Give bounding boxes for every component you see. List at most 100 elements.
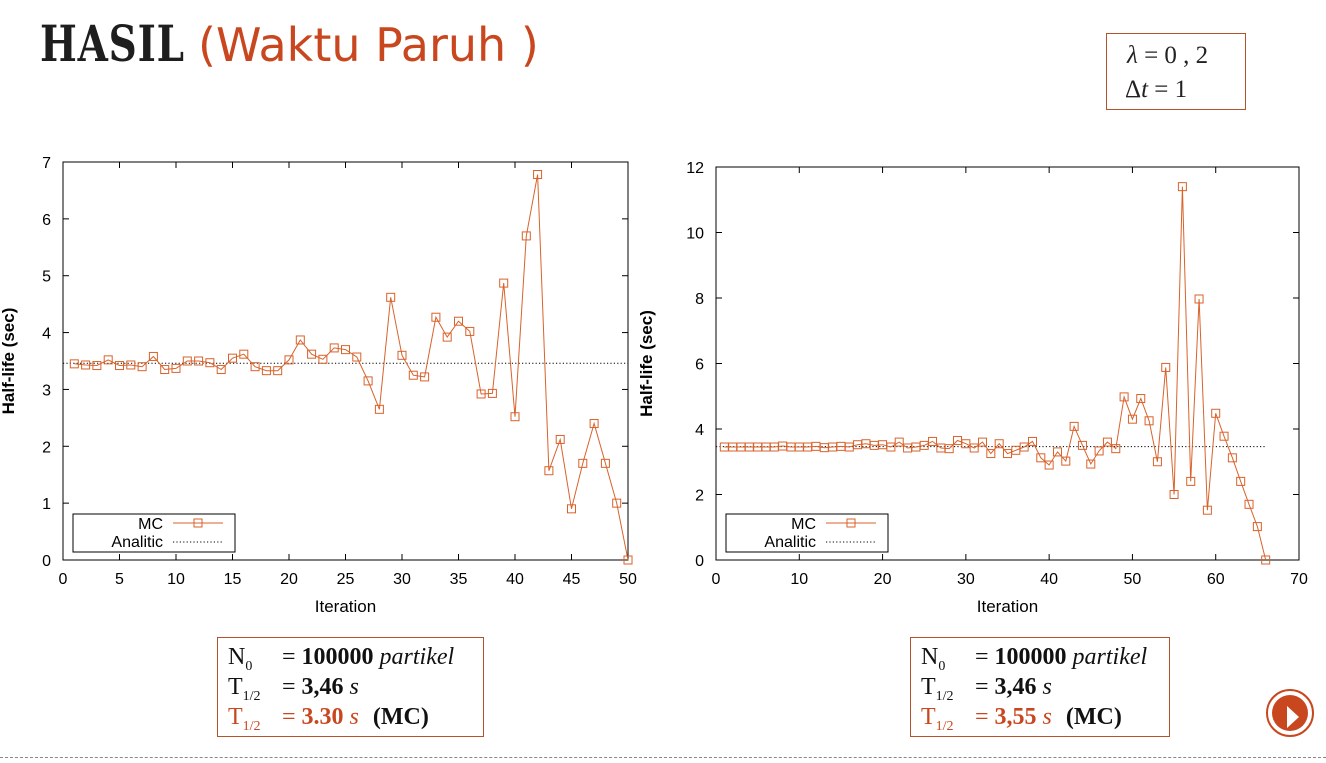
y-tick-label: 8: [695, 291, 704, 308]
mc-data-point: [994, 439, 1004, 449]
mc-data-point: [103, 355, 113, 365]
mc-data-point: [115, 361, 124, 371]
mc-data-point: [1152, 457, 1162, 467]
footer-divider: [0, 757, 1326, 758]
dt-variable: t: [1141, 76, 1149, 103]
mc-data-point: [578, 458, 588, 468]
y-tick-label: 2: [695, 488, 704, 505]
slide-title: HASIL: [40, 14, 185, 73]
mc-data-point: [928, 436, 938, 446]
x-tick-label: 50: [1124, 571, 1142, 588]
mc-data-point: [182, 356, 192, 366]
mc-data-point: [442, 332, 452, 342]
mc-data-point: [1194, 294, 1204, 304]
n0-value: 100000: [301, 644, 374, 670]
mc-data-point: [431, 312, 441, 322]
slide-subtitle: (Waktu Paruh ): [198, 18, 539, 72]
result-box-left: N0 = 100000 partikel T1/2 = 3,46 s T1/2 …: [217, 637, 484, 737]
mc-data-point: [408, 370, 418, 380]
mc-equals: =: [282, 704, 296, 730]
lambda-line: λ = 0 , 2: [1127, 42, 1208, 70]
n0-equals: =: [282, 644, 296, 670]
parameter-box: λ = 0 , 2 Δt = 1: [1106, 33, 1246, 110]
mc-unit: s: [1042, 704, 1052, 730]
y-tick-label: 5: [42, 269, 51, 286]
x-tick-label: 0: [59, 571, 68, 588]
mc-data-point: [216, 365, 226, 375]
mc-data-point: [363, 376, 373, 386]
mc-data-point: [623, 555, 633, 565]
mc-label: T: [921, 704, 936, 730]
half-life-chart-right: 0 10 20 30 40 50 60 70 0 2 4 6 8 10 12 Iteration Half-li…: [637, 160, 1308, 616]
mc-data-point: [978, 437, 988, 447]
n0-row: N0 = 100000 partikel: [921, 644, 1147, 675]
mc-data-point: [295, 335, 305, 345]
t-equals: =: [975, 674, 989, 700]
mc-data-point: [1236, 476, 1246, 486]
mc-subscript: 1/2: [935, 718, 954, 734]
n0-equals: =: [975, 644, 989, 670]
legend-label-analitic: Analitic: [764, 534, 816, 551]
x-tick-label: 35: [450, 571, 468, 588]
mc-unit: s: [349, 704, 359, 730]
mc-data-point: [1144, 416, 1154, 426]
mc-data-point: [307, 349, 317, 359]
mc-data-point: [228, 353, 237, 363]
mc-data-point: [567, 504, 576, 514]
mc-data-point: [352, 352, 362, 362]
delta-symbol: Δ: [1125, 76, 1142, 103]
mc-equals: =: [975, 704, 989, 730]
mc-data-point: [1069, 421, 1079, 431]
x-tick-label: 45: [563, 571, 581, 588]
half-life-analytic-row: T1/2 = 3,46 s: [228, 674, 359, 705]
y-tick-label: 3: [42, 382, 51, 399]
mc-data-point: [171, 363, 181, 373]
y-tick-label: 0: [42, 553, 51, 570]
dt-value: = 1: [1154, 76, 1188, 103]
y-axis-label: Half-life (sec): [637, 310, 656, 417]
mc-data-point: [386, 292, 396, 302]
mc-data-point: [205, 358, 215, 368]
mc-data-point: [1161, 362, 1171, 372]
next-slide-button[interactable]: [1266, 689, 1314, 737]
x-tick-label: 40: [506, 571, 524, 588]
x-tick-label: 30: [393, 571, 411, 588]
mc-data-point: [137, 362, 147, 372]
mc-data-point: [1186, 476, 1196, 486]
mc-series-line: [74, 174, 629, 561]
x-axis-label: Iteration: [977, 597, 1038, 616]
mc-data-point: [1111, 444, 1121, 454]
mc-data-point: [1044, 460, 1054, 470]
mc-data-point: [1211, 408, 1221, 418]
x-tick-label: 25: [337, 571, 355, 588]
mc-value: 3,55: [994, 704, 1037, 730]
mc-label: T: [228, 704, 243, 730]
mc-data-point: [886, 442, 896, 452]
mc-data-point: [487, 388, 497, 398]
mc-subscript: 1/2: [242, 718, 261, 734]
lambda-value: = 0 , 2: [1144, 42, 1209, 69]
mc-tag: (MC): [372, 704, 429, 730]
x-tick-label: 5: [115, 571, 124, 588]
mc-data-point: [1177, 182, 1187, 192]
t-label: T: [921, 674, 936, 700]
x-tick-label: 30: [957, 571, 975, 588]
mc-data-point: [1077, 440, 1087, 450]
mc-data-point: [454, 316, 463, 326]
mc-data-point: [1019, 442, 1029, 452]
mc-data-point: [148, 351, 158, 361]
legend-label-analitic: Analitic: [111, 534, 163, 551]
x-tick-label: 20: [280, 571, 298, 588]
n0-label: N: [921, 644, 939, 670]
mc-data-point: [1102, 437, 1112, 447]
mc-data-point: [1027, 436, 1037, 446]
half-life-mc-row: T1/2 = 3,55 s (MC): [921, 704, 1122, 735]
mc-data-point: [1119, 392, 1129, 402]
result-box-right: N0 = 100000 partikel T1/2 = 3,46 s T1/2 …: [910, 637, 1170, 737]
y-tick-label: 4: [42, 326, 51, 343]
y-tick-label: 7: [42, 155, 51, 172]
mc-data-point: [126, 360, 136, 370]
x-tick-label: 40: [1040, 571, 1058, 588]
mc-value: 3.30: [301, 704, 344, 730]
mc-data-point: [92, 361, 102, 371]
